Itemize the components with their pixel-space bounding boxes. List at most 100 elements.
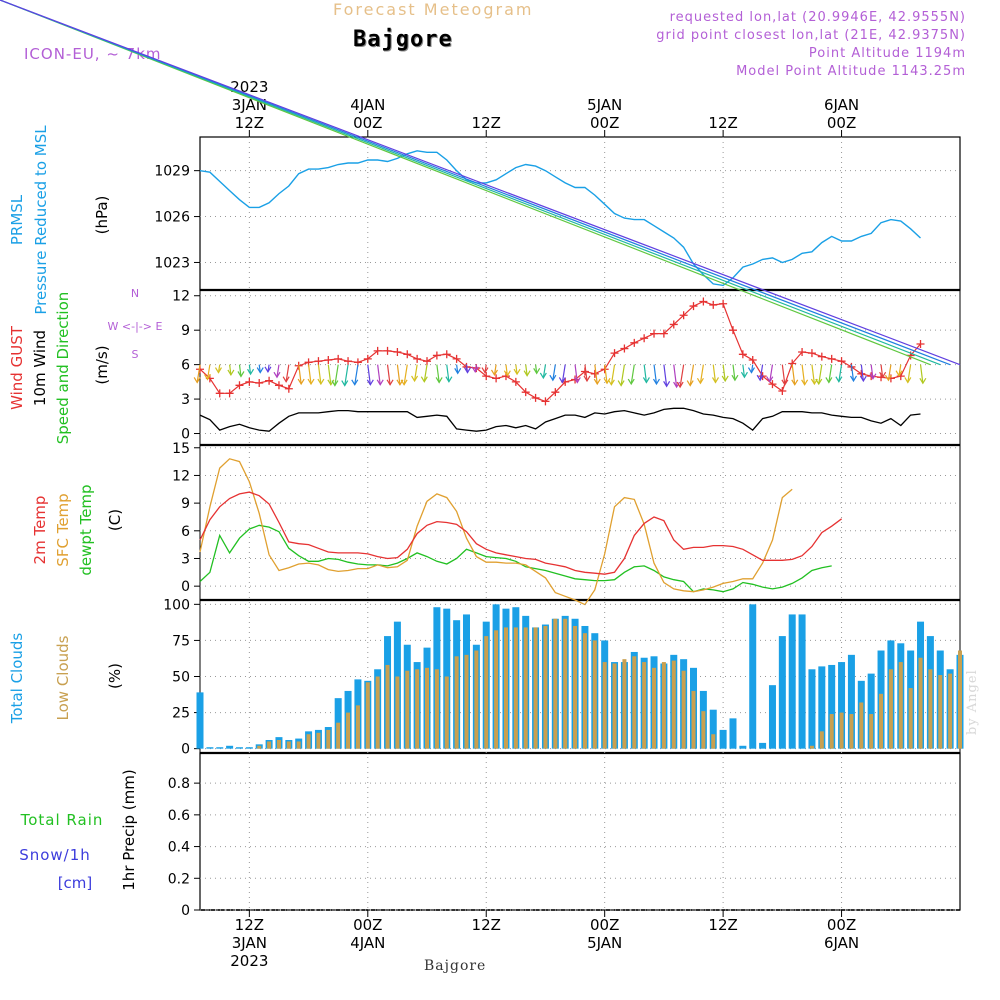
wind-arrow xyxy=(276,364,280,378)
gust-marker xyxy=(373,346,382,355)
wind-arrow xyxy=(801,364,806,385)
wind-arrow xyxy=(781,364,786,385)
wind-arrow xyxy=(206,364,211,380)
gust-marker xyxy=(442,350,451,359)
low-cloud-bar xyxy=(918,657,923,749)
time-label-top: 12Z xyxy=(708,114,737,132)
pressure-label: PRMSL xyxy=(8,194,26,245)
wind-arrow-head xyxy=(815,378,823,386)
low-cloud-bar xyxy=(563,618,568,749)
wind-arrow-head xyxy=(204,374,212,381)
wind-unit: (m/s) xyxy=(93,345,111,384)
pressure-label: Pressure Reduced to MSL xyxy=(32,125,50,315)
gust-marker xyxy=(798,348,807,356)
gust-marker xyxy=(650,329,659,338)
y-tick-label: 0.2 xyxy=(168,871,190,887)
dewpoint-line xyxy=(199,524,832,593)
panel-frame xyxy=(199,752,961,911)
y-tick-label: 15 xyxy=(172,441,190,457)
low-cloud-bar xyxy=(908,688,913,749)
low-cloud-bar xyxy=(652,667,657,749)
y-tick-label: 12 xyxy=(172,468,190,484)
wind-arrow xyxy=(493,364,497,375)
wind-arrow-head xyxy=(331,380,339,387)
clouds-unit: (%) xyxy=(106,663,124,689)
gust-marker xyxy=(610,349,619,358)
wind-arrow xyxy=(403,364,408,385)
wind-arrow xyxy=(850,364,855,382)
low-cloud-bar xyxy=(385,664,390,749)
y-tick-label: 75 xyxy=(172,633,190,649)
low-cloud-bar xyxy=(365,682,370,749)
y-tick-label: 1029 xyxy=(154,164,190,180)
wind-arrow-head xyxy=(884,374,892,382)
gust-marker xyxy=(531,393,540,402)
y-tick-label: 0 xyxy=(181,903,190,919)
wind-arrow xyxy=(584,364,588,382)
low-cloud-bar xyxy=(257,745,262,749)
low-cloud-bar xyxy=(267,741,272,749)
gust-marker xyxy=(669,320,678,329)
y-tick-label: 9 xyxy=(181,496,190,512)
gust-marker xyxy=(413,354,422,363)
wind-arrow-head xyxy=(859,375,867,383)
wind-arrow-head xyxy=(307,378,315,386)
gust-marker xyxy=(778,387,787,396)
y-tick-label: 0.4 xyxy=(168,840,190,856)
gust-marker xyxy=(679,311,688,320)
low-cloud-bar xyxy=(711,734,716,749)
wind-arrow xyxy=(732,364,736,381)
wind-arrow-head xyxy=(264,366,272,374)
time-label-bottom: 4JAN xyxy=(350,934,385,952)
wind-arrow xyxy=(594,364,598,385)
wind-arrow xyxy=(630,364,635,385)
gust-marker xyxy=(640,334,649,343)
wind-arrow-head xyxy=(791,379,799,386)
time-label-bottom: 12Z xyxy=(235,916,264,934)
wind-arrow-head xyxy=(523,370,531,377)
low-cloud-bar xyxy=(869,714,874,749)
wind-arrow xyxy=(248,364,252,375)
gust-marker xyxy=(334,354,343,363)
panel-frame xyxy=(199,444,961,601)
total-cloud-bar xyxy=(759,742,767,749)
wind-arrow xyxy=(413,364,418,382)
gust-marker xyxy=(225,389,234,398)
wind-arrow-head xyxy=(481,367,489,374)
wind-speed-line xyxy=(199,407,921,432)
gust-marker xyxy=(265,376,274,385)
time-label-bottom: 00Z xyxy=(827,916,856,934)
panel-frame xyxy=(199,136,961,291)
model-altitude: Model Point Altitude 1143.25m xyxy=(736,64,966,79)
point-altitude: Point Altitude 1194m xyxy=(808,46,966,61)
panel-frame xyxy=(199,289,961,446)
wind-arrow xyxy=(377,364,381,385)
gust-marker xyxy=(344,357,353,366)
gust-marker xyxy=(245,377,254,386)
total-cloud-bar xyxy=(778,636,786,749)
wind-arrow-head xyxy=(214,367,222,374)
compass-s: S xyxy=(132,348,139,361)
time-label-top: 4JAN xyxy=(350,96,385,114)
wind-arrow xyxy=(887,364,892,381)
low-cloud-bar xyxy=(671,660,676,749)
wind-arrow-head xyxy=(341,380,349,387)
gust-label: Wind GUST xyxy=(8,325,26,410)
wind-arrow-head xyxy=(513,368,521,376)
compass-n: N xyxy=(131,287,139,300)
wind-arrow-head xyxy=(503,370,511,377)
low-cloud-bar xyxy=(484,636,489,749)
y-tick-label: 9 xyxy=(181,323,190,339)
wind-arrow-head xyxy=(420,376,428,383)
wind-arrow xyxy=(229,364,232,375)
wind-arrow-head xyxy=(454,368,462,375)
wind-arrow xyxy=(811,364,815,385)
wind-arrow-head xyxy=(825,377,833,384)
wind-arrow xyxy=(838,364,843,382)
low-cloud-bar xyxy=(543,625,548,749)
wind-arrow-head xyxy=(721,375,729,383)
wind-arrow-head xyxy=(747,367,755,374)
wind-arrow xyxy=(689,364,695,386)
requested-coords: requested lon,lat (20.9946E, 42.9555N) xyxy=(669,10,966,25)
low-cloud-bar xyxy=(326,729,331,749)
